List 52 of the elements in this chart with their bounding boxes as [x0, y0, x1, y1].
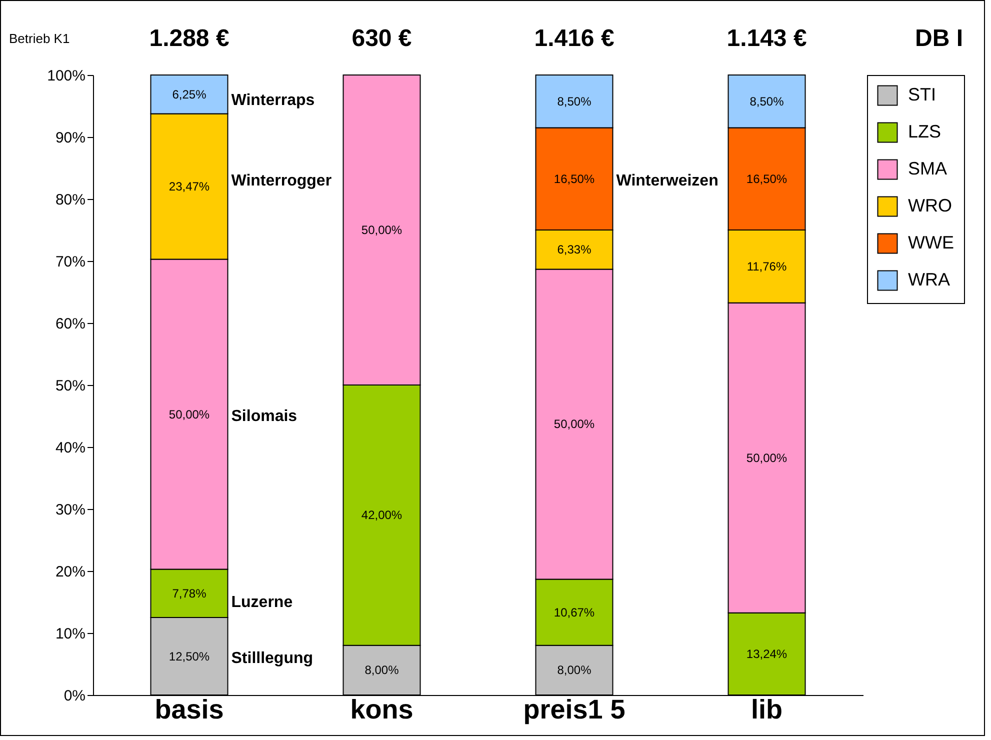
- y-tick-label: 0%: [64, 688, 86, 704]
- data-label: 11,76%: [746, 259, 787, 274]
- x-tick-label: lib: [751, 694, 782, 724]
- data-label: 23,47%: [168, 180, 210, 194]
- annotation: Stilllegung: [231, 650, 314, 667]
- annotation: Silomais: [231, 408, 298, 425]
- x-tick-label: kons: [350, 694, 414, 724]
- data-label: 50,00%: [168, 407, 210, 422]
- annotation: Winterraps: [231, 92, 315, 109]
- text: 1.288 €: [149, 25, 230, 52]
- legend-label: LZS: [908, 122, 942, 142]
- x-tick-label: basis: [154, 694, 224, 724]
- legend-label: SMA: [908, 158, 948, 178]
- data-label: 12,50%: [168, 649, 210, 664]
- data-label: 6,25%: [172, 87, 207, 102]
- data-label: 13,24%: [746, 646, 788, 661]
- data-label: 8,50%: [750, 94, 784, 108]
- data-label: 42,00%: [361, 508, 402, 522]
- y-tick-label: 60%: [55, 316, 86, 332]
- x-tick-label: preis1 5: [523, 694, 626, 724]
- data-label: 8,50%: [557, 94, 592, 108]
- data-label: 50,00%: [554, 417, 595, 432]
- legend-label: WRA: [908, 270, 950, 290]
- y-tick-label: 100%: [47, 68, 86, 84]
- data-label: 50,00%: [746, 450, 788, 465]
- text: Betrieb K1: [9, 31, 70, 46]
- legend-label: STI: [908, 84, 936, 104]
- y-tick-label: 10%: [55, 626, 86, 642]
- data-label: 8,00%: [364, 663, 400, 678]
- y-tick-label: 70%: [55, 254, 86, 270]
- legend-label: WWE: [908, 232, 954, 252]
- y-tick-label: 80%: [55, 192, 86, 208]
- y-tick-label: 90%: [55, 130, 86, 146]
- annotation: Winterweizen: [616, 172, 718, 190]
- text: 1.143 €: [726, 25, 807, 52]
- text: 1.416 €: [534, 25, 614, 52]
- data-label: 8,00%: [557, 663, 592, 678]
- legend-label: WRO: [908, 196, 952, 216]
- y-tick-label: 20%: [55, 564, 86, 580]
- annotation: Luzerne: [231, 594, 293, 611]
- y-tick-label: 50%: [55, 378, 86, 394]
- data-label: 16,50%: [554, 172, 595, 186]
- y-tick-label: 30%: [55, 502, 86, 518]
- data-label: 16,50%: [746, 172, 788, 186]
- data-label: 6,33%: [557, 242, 592, 257]
- y-tick-label: 40%: [55, 440, 86, 456]
- annotation: Winterrogger: [231, 172, 332, 190]
- data-label: 50,00%: [361, 223, 402, 237]
- data-label: 10,67%: [554, 605, 595, 620]
- text: DB I: [915, 25, 963, 52]
- text: 630 €: [352, 25, 412, 52]
- data-label: 7,78%: [172, 586, 207, 600]
